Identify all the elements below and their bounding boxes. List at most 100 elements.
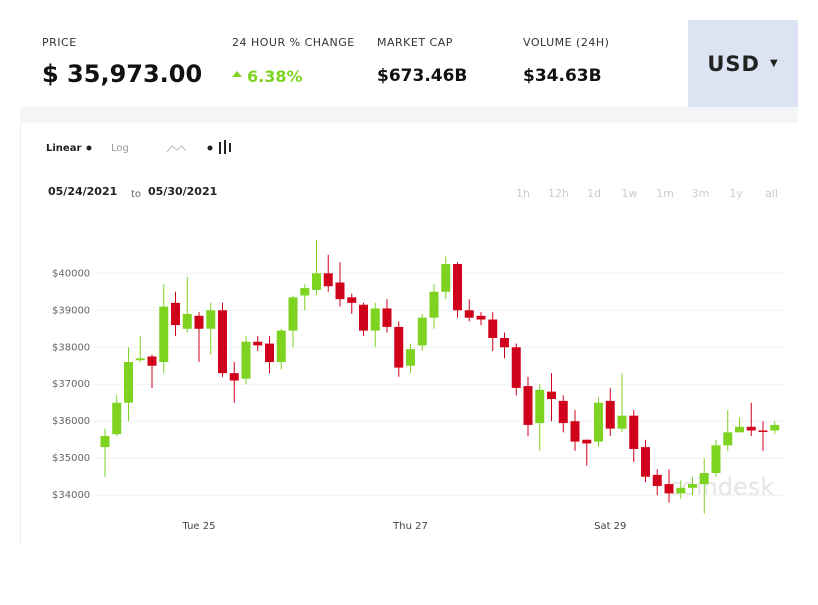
candle-body [312,273,321,290]
candle-body [523,386,533,425]
y-tick-label: $39000 [52,305,90,316]
candle-body [394,326,404,368]
candle-body [605,400,615,429]
candle-body [770,424,780,431]
volume-value: $34.63B [523,66,602,86]
x-tick-label: Thu 27 [392,521,428,532]
interval-button[interactable]: 3m [692,187,710,200]
candle-body [500,338,509,348]
candle-body [464,310,474,318]
candle-body [182,313,192,329]
candle-body [229,373,239,381]
interval-button[interactable]: 1w [622,187,638,200]
candle-body [699,473,709,485]
candle-body [652,474,662,486]
candle-body [335,282,345,300]
divider [20,107,798,123]
candle-body [112,402,122,435]
candle-body [629,415,639,449]
candle-body [300,288,310,296]
candle-body [382,308,392,327]
candle-body [417,317,427,346]
candle-body [241,341,251,379]
date-start: 05/24/2021 [48,185,117,198]
candle-body [265,343,274,363]
candle-body [147,356,157,366]
market-cap-value: $673.46B [377,66,468,86]
candle-body [253,341,263,346]
price-value: $ 35,973.00 [42,60,203,88]
line-icon[interactable] [166,145,187,153]
candle-body [100,436,110,448]
x-tick-label: Sat 29 [594,521,626,532]
candle-body [594,402,603,442]
candle-body [547,391,556,400]
candle-body [406,349,415,366]
candle-body [664,484,674,494]
candle-body [746,426,756,431]
candle-body [476,315,486,320]
chart-dot [207,145,213,151]
candle-body [429,291,439,318]
scale-dot [86,145,92,151]
candle-body [194,315,204,329]
candle-body [723,432,733,446]
change-value: 6.38% [247,67,303,86]
up-arrow [232,71,242,77]
x-tick-label: Tue 25 [182,521,216,532]
scale-linear[interactable]: Linear [46,143,81,154]
candle-body [359,304,368,331]
candle-body [124,362,133,403]
interval-button[interactable]: 1m [656,187,674,200]
candle-body [758,430,768,432]
candle-body [582,439,592,444]
candle-body [735,426,744,433]
y-tick-label: $40000 [52,268,90,279]
candle-body [570,421,580,442]
candle-body [711,445,721,474]
y-tick-label: $37000 [52,379,90,390]
change-label: 24 HOUR % CHANGE [232,36,355,49]
date-end: 05/30/2021 [148,185,217,198]
scale-log[interactable]: Log [111,143,129,154]
candle-body [171,302,180,326]
candle-body [535,389,545,424]
candle-body [370,308,380,331]
y-tick-label: $34000 [52,490,90,501]
watermark: coindesk [668,473,774,501]
market-cap-label: MARKET CAP [377,36,453,49]
y-tick-label: $38000 [52,342,90,353]
candle-body [511,347,521,388]
candle-body [617,415,627,429]
candle-body [288,297,298,331]
candle-body [688,484,697,488]
currency-select[interactable]: USD ▼ [688,20,798,107]
candle-body [488,319,498,339]
interval-button[interactable]: 12h [548,187,569,200]
candle-body [641,447,650,477]
interval-button[interactable]: all [765,187,778,200]
candle-body [159,306,169,363]
candle-body [323,273,333,287]
price-label: PRICE [42,36,77,49]
dropdown-caret: ▼ [769,58,779,69]
candle-body [558,400,568,424]
volume-label: VOLUME (24H) [523,36,610,49]
currency: USD [707,51,760,76]
candle-body [453,264,462,311]
interval-button[interactable]: 1h [516,187,530,200]
y-tick-label: $35000 [52,453,90,464]
candle-body [441,264,451,292]
y-tick-label: $36000 [52,416,90,427]
interval-button[interactable]: 1y [729,187,743,200]
candle-body [276,330,286,363]
chart-panel [20,123,799,545]
candle-body [135,358,145,361]
candle-icon[interactable] [219,140,231,154]
candle-body [676,487,686,494]
date-to: to [131,189,141,200]
candle-body [206,310,216,329]
interval-button[interactable]: 1d [587,187,601,200]
